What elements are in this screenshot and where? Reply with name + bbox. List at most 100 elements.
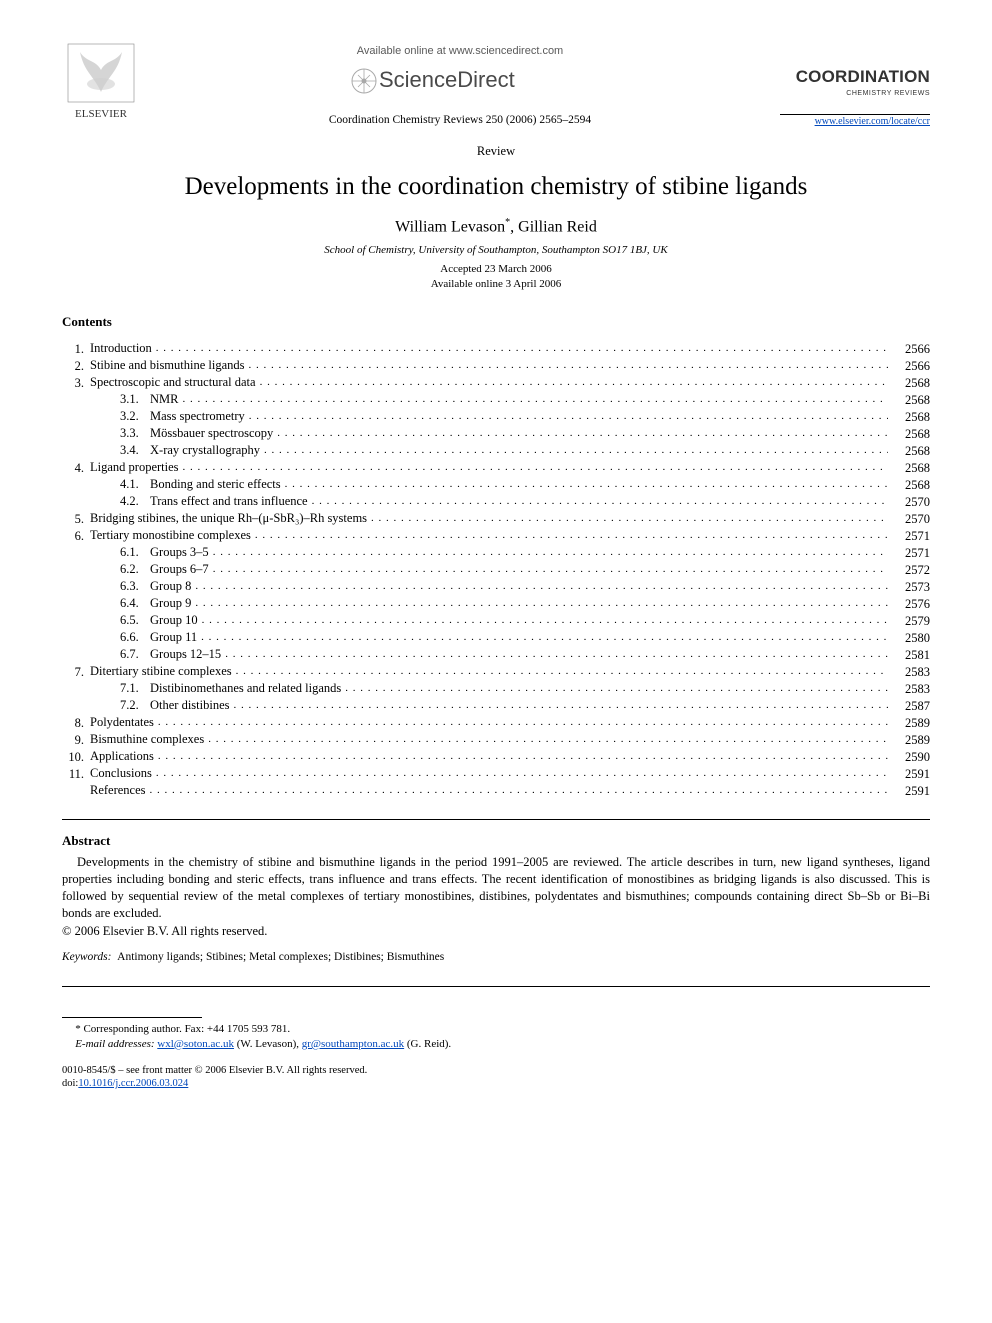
section-divider bbox=[62, 986, 930, 987]
toc-subnumber: 6.4. bbox=[120, 595, 150, 612]
toc-leader bbox=[234, 697, 888, 714]
toc-leader bbox=[225, 646, 888, 663]
toc-row: 7.1.Distibinomethanes and related ligand… bbox=[62, 680, 930, 697]
toc-entry[interactable]: Polydentates bbox=[90, 714, 888, 731]
toc-row: 10.Applications2590 bbox=[62, 748, 930, 765]
toc-label: 4.1.Bonding and steric effects bbox=[120, 476, 285, 493]
toc-row: 1.Introduction2566 bbox=[62, 340, 930, 357]
svg-text:ELSEVIER: ELSEVIER bbox=[75, 108, 128, 120]
toc-subnumber: 6.1. bbox=[120, 544, 150, 561]
toc-entry[interactable]: 3.4.X-ray crystallography bbox=[90, 442, 888, 459]
toc-entry[interactable]: 6.1.Groups 3–5 bbox=[90, 544, 888, 561]
toc-entry[interactable]: 6.7.Groups 12–15 bbox=[90, 646, 888, 663]
toc-leader bbox=[277, 425, 888, 442]
toc-leader bbox=[213, 561, 888, 578]
toc-page: 2580 bbox=[888, 629, 930, 646]
toc-page: 2573 bbox=[888, 578, 930, 595]
toc-row: 4.1.Bonding and steric effects 2568 bbox=[62, 476, 930, 493]
toc-entry[interactable]: Introduction bbox=[90, 340, 888, 357]
toc-entry[interactable]: 4.1.Bonding and steric effects bbox=[90, 476, 888, 493]
toc-label: Ligand properties bbox=[90, 459, 183, 476]
toc-label: 3.2.Mass spectrometry bbox=[120, 408, 249, 425]
toc-leader bbox=[202, 612, 888, 629]
toc-entry[interactable]: 6.4.Group 9 bbox=[90, 595, 888, 612]
toc-number: 5. bbox=[62, 510, 90, 527]
email-link-2[interactable]: gr@southampton.ac.uk bbox=[302, 1038, 404, 1050]
keywords-block: Keywords: Antimony ligands; Stibines; Me… bbox=[62, 950, 930, 966]
toc-page: 2590 bbox=[888, 748, 930, 765]
toc-label: 6.5.Group 10 bbox=[120, 612, 202, 629]
toc-row: 6.2.Groups 6–72572 bbox=[62, 561, 930, 578]
toc-page: 2568 bbox=[888, 391, 930, 408]
email-link-1[interactable]: wxl@soton.ac.uk bbox=[157, 1038, 234, 1050]
abstract-heading: Abstract bbox=[62, 832, 930, 850]
toc-entry[interactable]: 4.2.Trans effect and trans influence bbox=[90, 493, 888, 510]
doi-link[interactable]: 10.1016/j.ccr.2006.03.024 bbox=[78, 1078, 188, 1089]
toc-entry[interactable]: References bbox=[90, 782, 888, 799]
toc-entry[interactable]: 3.3.Mössbauer spectroscopy bbox=[90, 425, 888, 442]
journal-url-link[interactable]: www.elsevier.com/locate/ccr bbox=[815, 116, 930, 127]
toc-number bbox=[62, 408, 90, 425]
toc-page: 2579 bbox=[888, 612, 930, 629]
toc-entry[interactable]: Ligand properties bbox=[90, 459, 888, 476]
toc-label: 6.4.Group 9 bbox=[120, 595, 195, 612]
toc-row: 3.4.X-ray crystallography2568 bbox=[62, 442, 930, 459]
toc-entry[interactable]: 3.2.Mass spectrometry bbox=[90, 408, 888, 425]
keywords-text: Antimony ligands; Stibines; Metal comple… bbox=[117, 951, 444, 963]
toc-row: 3.3.Mössbauer spectroscopy2568 bbox=[62, 425, 930, 442]
toc-subnumber: 3.4. bbox=[120, 442, 150, 459]
toc-label: 6.3.Group 8 bbox=[120, 578, 195, 595]
toc-label: References bbox=[90, 782, 150, 799]
toc-number: 3. bbox=[62, 374, 90, 391]
toc-entry[interactable]: Tertiary monostibine complexes bbox=[90, 527, 888, 544]
toc-subnumber: 6.3. bbox=[120, 578, 150, 595]
toc-entry[interactable]: 3.1.NMR bbox=[90, 391, 888, 408]
toc-number bbox=[62, 391, 90, 408]
toc-leader bbox=[249, 357, 888, 374]
toc-row: 3.2.Mass spectrometry 2568 bbox=[62, 408, 930, 425]
toc-entry[interactable]: Stibine and bismuthine ligands bbox=[90, 357, 888, 374]
toc-label: 3.1.NMR bbox=[120, 391, 182, 408]
svg-text:ScienceDirect: ScienceDirect bbox=[379, 67, 515, 92]
article-title: Developments in the coordination chemist… bbox=[62, 170, 930, 204]
toc-subnumber: 6.5. bbox=[120, 612, 150, 629]
table-of-contents: 1.Introduction25662.Stibine and bismuthi… bbox=[62, 340, 930, 799]
toc-page: 2572 bbox=[888, 561, 930, 578]
toc-entry[interactable]: Applications bbox=[90, 748, 888, 765]
toc-page: 2591 bbox=[888, 765, 930, 782]
toc-page: 2568 bbox=[888, 408, 930, 425]
toc-subnumber: 3.1. bbox=[120, 391, 150, 408]
toc-entry[interactable]: 7.1.Distibinomethanes and related ligand… bbox=[90, 680, 888, 697]
toc-subnumber: 7.2. bbox=[120, 697, 150, 714]
toc-page: 2589 bbox=[888, 714, 930, 731]
toc-entry[interactable]: Conclusions bbox=[90, 765, 888, 782]
toc-entry[interactable]: Ditertiary stibine complexes bbox=[90, 663, 888, 680]
toc-leader bbox=[208, 731, 888, 748]
toc-page: 2568 bbox=[888, 476, 930, 493]
toc-label: Applications bbox=[90, 748, 158, 765]
toc-entry[interactable]: 6.3.Group 8 bbox=[90, 578, 888, 595]
doi-line: doi:10.1016/j.ccr.2006.03.024 bbox=[62, 1077, 930, 1091]
toc-row: 5.Bridging stibines, the unique Rh–(μ-Sb… bbox=[62, 510, 930, 527]
toc-leader bbox=[158, 714, 888, 731]
toc-row: 6.3.Group 8 2573 bbox=[62, 578, 930, 595]
online-date: Available online 3 April 2006 bbox=[62, 277, 930, 291]
toc-entry[interactable]: Spectroscopic and structural data bbox=[90, 374, 888, 391]
toc-row: 8.Polydentates2589 bbox=[62, 714, 930, 731]
toc-leader bbox=[182, 391, 888, 408]
toc-number: 6. bbox=[62, 527, 90, 544]
sciencedirect-logo: ScienceDirect bbox=[140, 61, 780, 106]
toc-row: 6.1.Groups 3–52571 bbox=[62, 544, 930, 561]
toc-entry[interactable]: 7.2.Other distibines bbox=[90, 697, 888, 714]
affiliation: School of Chemistry, University of South… bbox=[62, 243, 930, 258]
toc-entry[interactable]: 6.5.Group 10 bbox=[90, 612, 888, 629]
accepted-date: Accepted 23 March 2006 bbox=[62, 262, 930, 276]
toc-label: Ditertiary stibine complexes bbox=[90, 663, 236, 680]
contents-heading: Contents bbox=[62, 313, 930, 331]
toc-page: 2571 bbox=[888, 527, 930, 544]
toc-entry[interactable]: 6.6.Group 11 bbox=[90, 629, 888, 646]
toc-entry[interactable]: Bridging stibines, the unique Rh–(μ-SbR₃… bbox=[90, 510, 888, 527]
toc-leader bbox=[312, 493, 888, 510]
toc-entry[interactable]: 6.2.Groups 6–7 bbox=[90, 561, 888, 578]
toc-entry[interactable]: Bismuthine complexes bbox=[90, 731, 888, 748]
